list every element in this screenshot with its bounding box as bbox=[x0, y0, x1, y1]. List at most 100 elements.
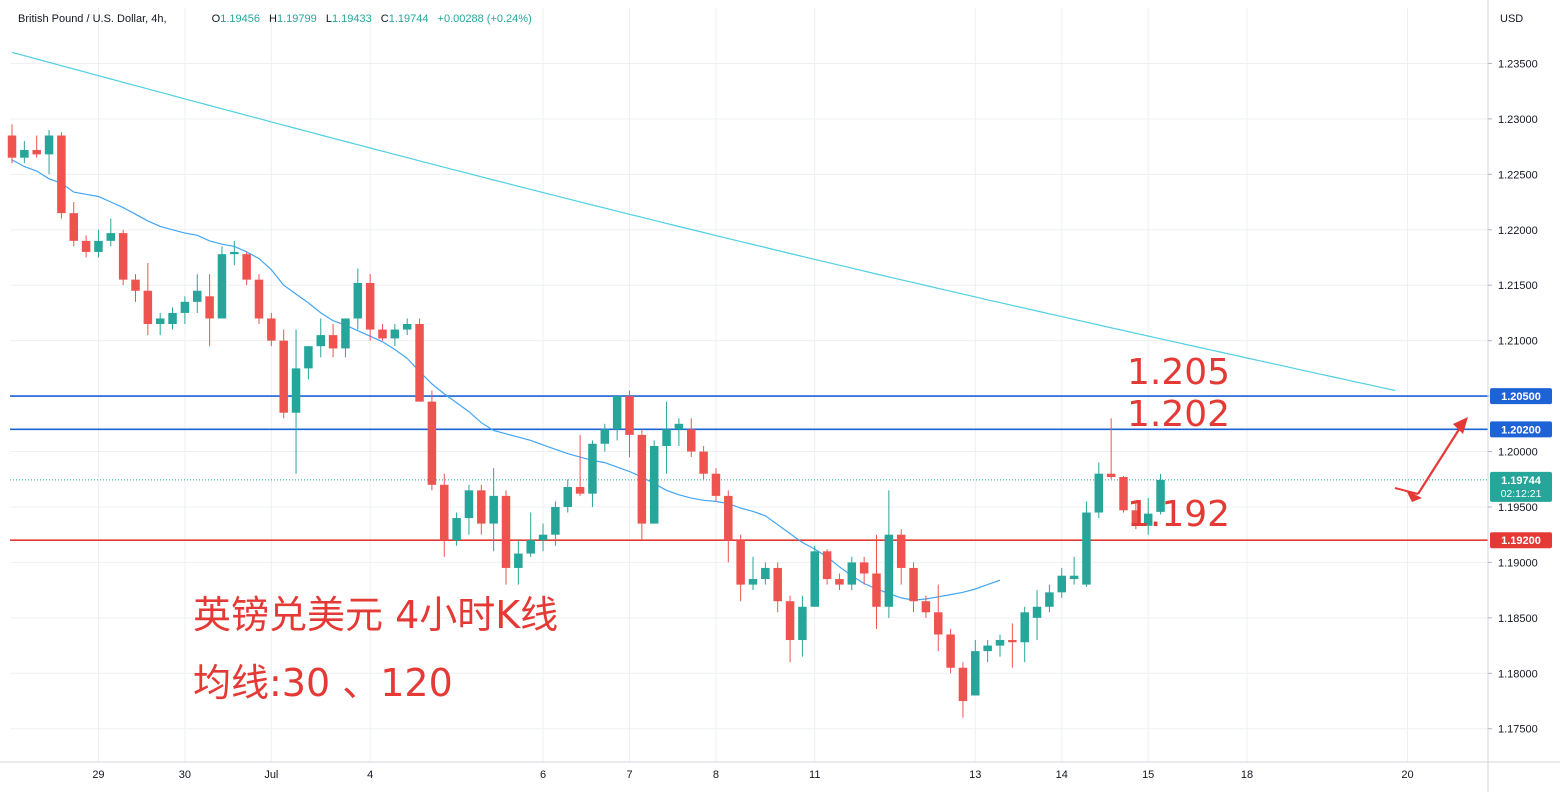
candle-body bbox=[193, 290, 202, 302]
candle-body bbox=[872, 573, 881, 607]
candle bbox=[687, 418, 696, 458]
time-tick-label: 13 bbox=[969, 769, 981, 781]
price-tick-label: 1.21500 bbox=[1498, 280, 1538, 292]
candle-body bbox=[934, 612, 943, 635]
candle-body bbox=[1008, 640, 1017, 643]
candle-body bbox=[773, 567, 782, 602]
candle-body bbox=[57, 135, 66, 214]
time-tick-label: 14 bbox=[1056, 769, 1068, 781]
time-tick-label: Jul bbox=[264, 769, 278, 781]
low-label: L bbox=[325, 13, 332, 25]
candle bbox=[699, 445, 708, 480]
time-tick-label: 8 bbox=[713, 769, 719, 781]
candle bbox=[649, 440, 659, 524]
price-tick-label: 1.19000 bbox=[1498, 557, 1538, 569]
candle-body bbox=[514, 553, 523, 568]
candle-body bbox=[847, 562, 857, 585]
candle-body bbox=[600, 429, 610, 444]
candle-body bbox=[699, 451, 708, 474]
candle bbox=[143, 263, 153, 336]
price-tag-countdown: 02:12:21 bbox=[1501, 488, 1542, 500]
candle-body bbox=[748, 579, 758, 585]
candle-body bbox=[365, 282, 375, 330]
candle-body bbox=[687, 429, 696, 452]
candle bbox=[1082, 501, 1091, 587]
candle-body bbox=[205, 296, 214, 319]
candle-body bbox=[32, 149, 41, 155]
candle bbox=[193, 274, 202, 313]
candle-body bbox=[946, 634, 955, 668]
candle-body bbox=[217, 254, 227, 319]
candle-body bbox=[81, 240, 91, 252]
arrow-head-small bbox=[1406, 490, 1422, 502]
candle-body bbox=[378, 329, 387, 339]
time-tick-label: 30 bbox=[179, 769, 191, 781]
candle bbox=[365, 274, 375, 341]
candles bbox=[7, 124, 1165, 718]
candle bbox=[131, 274, 140, 302]
candle bbox=[909, 562, 918, 613]
close-label: C bbox=[380, 13, 389, 25]
candle-body bbox=[94, 240, 103, 252]
price-axis-ticks: 1.23500 1.23000 1.22500 1.22000 1.21500 1.210… bbox=[1488, 58, 1538, 736]
candle bbox=[971, 640, 980, 696]
candle-body bbox=[341, 318, 350, 349]
candle-body bbox=[1143, 513, 1153, 526]
candle-body bbox=[501, 495, 511, 568]
ma120-line bbox=[11, 51, 1396, 392]
candle-body bbox=[1082, 512, 1091, 585]
candle bbox=[106, 218, 116, 247]
candle bbox=[464, 484, 474, 535]
candle-body bbox=[625, 396, 634, 435]
price-tag-box bbox=[1490, 388, 1552, 405]
candle bbox=[995, 634, 1005, 657]
candle bbox=[32, 135, 41, 158]
candle bbox=[242, 251, 251, 286]
price-tag-value: 1.19200 bbox=[1501, 535, 1541, 547]
candle-body bbox=[464, 490, 474, 519]
candle-body bbox=[168, 312, 177, 325]
arrow-head bbox=[1453, 417, 1468, 434]
level-label-1192: 1.192 bbox=[1127, 494, 1231, 535]
price-tick-label: 1.19500 bbox=[1498, 502, 1538, 514]
candle bbox=[872, 534, 881, 629]
price-tick-label: 1.20000 bbox=[1498, 447, 1538, 459]
candle bbox=[835, 573, 844, 591]
candle-body bbox=[1094, 473, 1104, 513]
candle bbox=[20, 141, 29, 164]
candle bbox=[69, 202, 78, 247]
candle-body bbox=[44, 135, 54, 155]
low-value: 1.19433 bbox=[331, 13, 372, 25]
candle bbox=[440, 473, 449, 557]
candle bbox=[810, 545, 819, 607]
candle-body bbox=[563, 487, 572, 507]
candle-body bbox=[316, 335, 325, 347]
candle bbox=[724, 490, 733, 563]
time-tick-label: 18 bbox=[1241, 769, 1253, 781]
symbol-legend: British Pound / U.S. Dollar, 4h, O1.1945… bbox=[18, 13, 532, 25]
candle bbox=[180, 296, 190, 325]
price-tick-label: 1.22500 bbox=[1498, 169, 1538, 181]
candle-body bbox=[884, 534, 894, 607]
candle bbox=[230, 240, 239, 266]
candle-body bbox=[921, 601, 931, 613]
candle bbox=[1069, 556, 1079, 585]
currency-label: USD bbox=[1500, 13, 1524, 25]
candle-body bbox=[20, 149, 29, 158]
candle bbox=[526, 512, 535, 557]
price-tag-box bbox=[1490, 471, 1552, 502]
candle bbox=[205, 274, 214, 347]
candle bbox=[785, 595, 795, 663]
candle bbox=[1143, 498, 1153, 535]
candle-body bbox=[489, 495, 498, 524]
candle-body bbox=[291, 368, 301, 413]
change-value: +0.00288 (+0.24%) bbox=[437, 13, 532, 25]
candle bbox=[341, 318, 350, 358]
price-tick-label: 1.22000 bbox=[1498, 225, 1538, 237]
open-label: O bbox=[211, 13, 221, 25]
candle-body bbox=[353, 282, 363, 319]
candle bbox=[378, 324, 387, 341]
moving-average-lines bbox=[11, 51, 1396, 601]
